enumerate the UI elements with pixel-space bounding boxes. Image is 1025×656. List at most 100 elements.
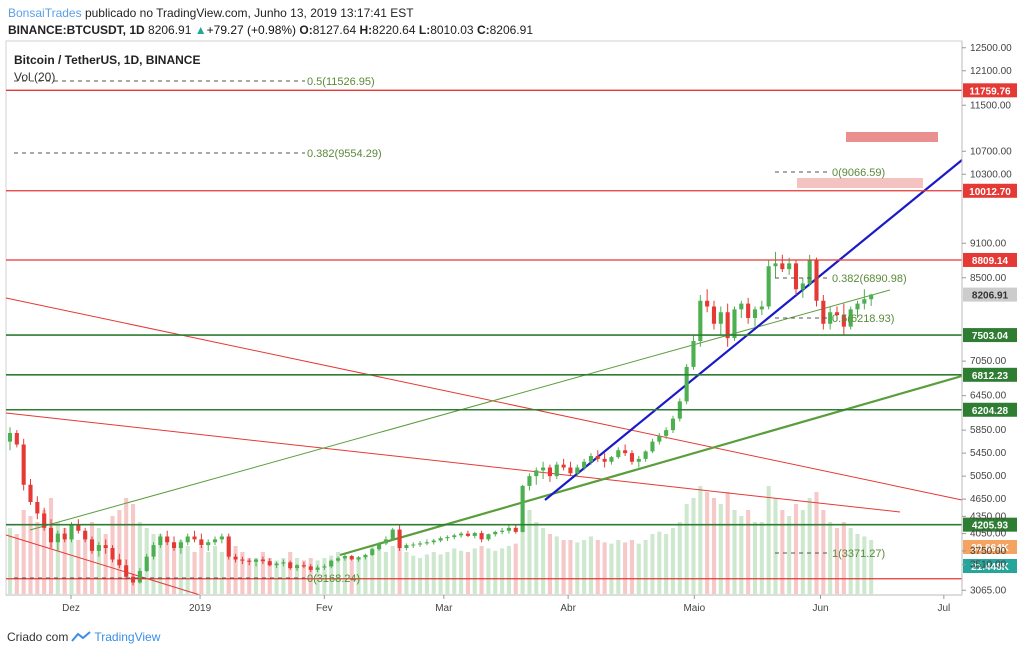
level-badge bbox=[963, 183, 1017, 198]
volume-bar bbox=[390, 546, 395, 594]
candle-body bbox=[301, 565, 306, 567]
fib-level-label: 0(9066.59) bbox=[832, 167, 885, 179]
candle-body bbox=[383, 539, 388, 544]
candle-body bbox=[582, 461, 587, 468]
candle-body bbox=[83, 530, 88, 540]
candle-body bbox=[7, 433, 13, 442]
candle-body bbox=[862, 299, 867, 304]
level-badge-label: 6204.28 bbox=[972, 406, 1009, 417]
candle-body bbox=[14, 433, 19, 445]
volume-bar bbox=[342, 558, 347, 594]
tradingview-logo-icon bbox=[71, 631, 92, 642]
time-tick-label: 2019 bbox=[189, 603, 212, 614]
candle-body bbox=[616, 450, 621, 458]
candle-body bbox=[828, 312, 833, 324]
candle-body bbox=[869, 294, 874, 300]
volume-bar bbox=[732, 510, 737, 594]
price-chart[interactable]: 11759.76 10012.70 8809.14 7503.04 6812.23 620… bbox=[0, 0, 1025, 626]
candle-body bbox=[103, 545, 108, 548]
volume-bar bbox=[260, 552, 265, 594]
volume-bar bbox=[411, 555, 416, 594]
candle-body bbox=[117, 559, 122, 566]
level-badge-label: 4205.93 bbox=[972, 521, 1009, 532]
candle-body bbox=[76, 525, 81, 531]
volume-bar bbox=[718, 504, 723, 594]
volume-bar bbox=[431, 552, 436, 594]
candle-body bbox=[69, 525, 74, 540]
volume-bar bbox=[493, 550, 498, 594]
candle-body bbox=[711, 306, 717, 324]
low-value: 8010.03 bbox=[430, 23, 474, 37]
volume-bar bbox=[862, 536, 867, 594]
volume-bar bbox=[212, 546, 218, 594]
published-text: publicado no TradingView.com, Junho 13, … bbox=[84, 6, 414, 20]
volume-bar bbox=[254, 558, 259, 594]
volume-bar bbox=[452, 548, 457, 594]
candle-body bbox=[397, 529, 402, 548]
candle-body bbox=[479, 533, 484, 540]
candle-body bbox=[370, 549, 375, 555]
candle-body bbox=[404, 545, 409, 548]
volume-bar bbox=[83, 534, 88, 594]
candle-body bbox=[424, 542, 429, 544]
volume-bar bbox=[377, 548, 382, 594]
candle-body bbox=[329, 560, 334, 567]
candle-body bbox=[609, 457, 614, 462]
volume-bar bbox=[233, 546, 238, 594]
volume-bar bbox=[349, 560, 354, 594]
candle-body bbox=[670, 418, 676, 431]
price-axis[interactable]: 12500.00 12100.00 11500.00 10700.00 10300.00… bbox=[961, 42, 1012, 596]
level-badge-label: 7503.04 bbox=[972, 331, 1009, 342]
candle-body bbox=[363, 554, 368, 558]
candle-body bbox=[506, 527, 511, 531]
price-tick-label: 4650.00 bbox=[970, 494, 1007, 505]
candle-body bbox=[602, 458, 607, 462]
candle-body bbox=[752, 309, 758, 318]
candle-body bbox=[513, 527, 518, 532]
author-name[interactable]: BonsaiTrades bbox=[8, 6, 82, 20]
candle-body bbox=[390, 529, 395, 540]
candle-body bbox=[800, 283, 805, 290]
volume-bar bbox=[308, 558, 313, 594]
price-tick-label: 5850.00 bbox=[970, 425, 1007, 436]
candle-body bbox=[807, 260, 812, 284]
price-tick-label: 4050.00 bbox=[970, 529, 1007, 540]
candle-body bbox=[274, 563, 279, 566]
level-badge bbox=[963, 517, 1017, 532]
volume-bar bbox=[520, 486, 525, 594]
candle-body bbox=[575, 467, 580, 474]
candle-body bbox=[664, 430, 669, 436]
candle-body bbox=[841, 315, 846, 327]
candle-body bbox=[547, 467, 552, 477]
volume-bar bbox=[206, 552, 211, 594]
candle-body bbox=[356, 557, 361, 560]
volume-bar bbox=[575, 542, 580, 594]
open-value: 8127.64 bbox=[312, 23, 357, 37]
candle-body bbox=[657, 435, 662, 442]
candle-body bbox=[165, 536, 170, 543]
tradingview-link[interactable]: TradingView bbox=[94, 630, 161, 644]
volume-bar bbox=[629, 540, 635, 594]
fib-level-label: 0.5(11526.95) bbox=[307, 76, 375, 88]
chart-header: BonsaiTrades publicado no TradingView.co… bbox=[8, 5, 533, 39]
time-tick-label: Jul bbox=[937, 603, 950, 614]
trend-line bbox=[5, 297, 963, 501]
volume-badge-label: 39.664K bbox=[971, 543, 1010, 554]
volume-bar bbox=[247, 558, 252, 594]
volume-bar bbox=[226, 540, 231, 594]
candle-body bbox=[793, 263, 799, 290]
candle-body bbox=[588, 456, 594, 462]
volume-bar bbox=[124, 498, 129, 594]
volume-bar bbox=[595, 540, 600, 594]
candle-body bbox=[821, 300, 826, 324]
candle-body bbox=[171, 542, 177, 548]
candle-body bbox=[219, 536, 224, 540]
time-tick-label: Dez bbox=[62, 603, 80, 614]
candle-body bbox=[151, 545, 156, 557]
candle-body bbox=[595, 456, 600, 459]
volume-indicator-label: Vol (20) bbox=[14, 70, 55, 84]
volume-bar bbox=[445, 552, 450, 594]
time-axis[interactable]: Dez 2019 Fev Mar Abr Maio Jun Jul bbox=[6, 594, 962, 614]
volume-bar bbox=[807, 498, 812, 594]
fib-level-label: 1(3371.27) bbox=[832, 548, 885, 560]
